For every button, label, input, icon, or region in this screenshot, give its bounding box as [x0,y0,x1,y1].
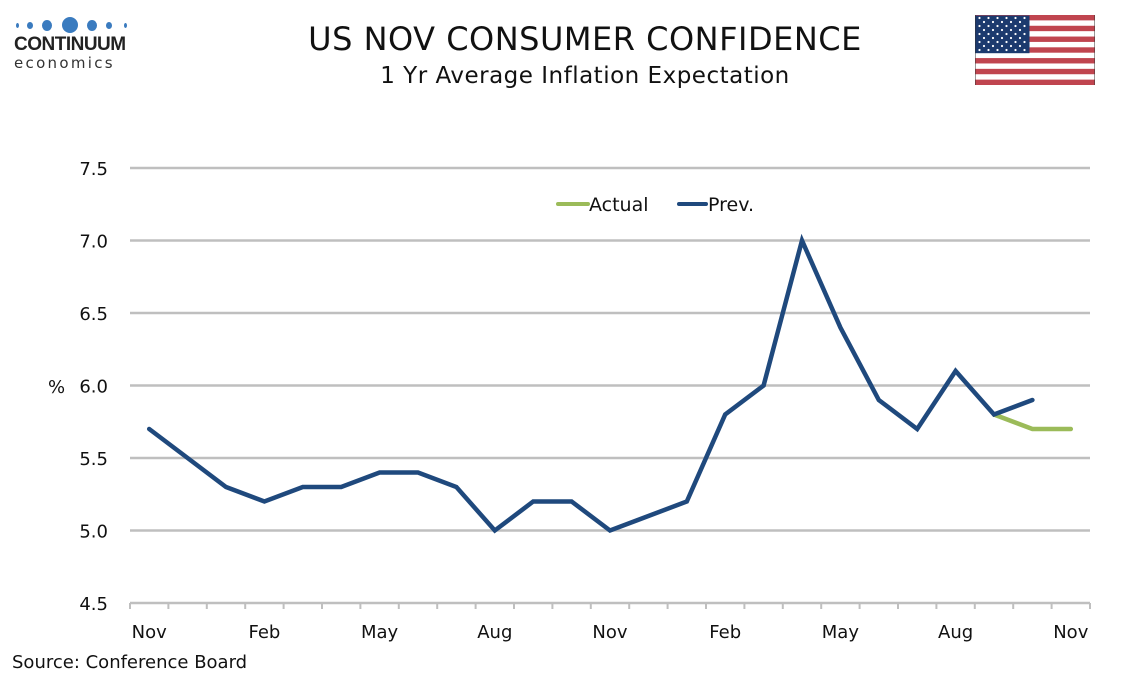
logo-name: CONTINUUM [14,34,126,55]
us-flag-icon [975,15,1095,85]
series-lines [146,233,1074,534]
y-tick-label: 7.5 [79,159,108,180]
x-tick-label: May [361,622,399,643]
x-axis-labels: Nov Feb May Aug Nov Feb May Aug Nov [132,622,1089,643]
x-tick-label: Aug [477,622,512,643]
legend-label-actual: Actual [589,194,649,216]
series-line-prev [146,233,1035,534]
x-tick-label: Nov [132,622,167,643]
y-tick-label: 5.5 [79,449,108,470]
y-tick-label: 5.0 [79,522,108,543]
series-line-actual [991,412,1074,432]
legend: Actual Prev. [556,194,754,216]
x-tick-label: Aug [938,622,973,643]
x-tick-label: Feb [709,622,741,643]
source-note: Source: Conference Board [12,652,248,673]
y-axis-title: % [48,377,65,398]
y-tick-label: 7.0 [79,232,108,253]
logo-dots-icon [14,16,132,34]
y-tick-label: 6.0 [79,377,108,398]
x-axis [129,601,1091,609]
gridlines [130,166,1090,532]
y-tick-label: 6.5 [79,304,108,325]
x-tick-label: Feb [248,622,280,643]
y-tick-label: 4.5 [79,594,108,615]
x-tick-label: May [822,622,860,643]
y-axis-labels: 4.5 5.0 5.5 6.0 6.5 7.0 7.5 [79,159,108,615]
x-tick-label: Nov [592,622,627,643]
logo-subtitle: economics [14,54,115,72]
logo: CONTINUUM economics [14,16,132,71]
chart-title: US NOV CONSUMER CONFIDENCE [308,20,862,58]
x-tick-label: Nov [1053,622,1088,643]
chart-subtitle: 1 Yr Average Inflation Expectation [380,63,790,89]
legend-label-prev: Prev. [708,194,754,216]
